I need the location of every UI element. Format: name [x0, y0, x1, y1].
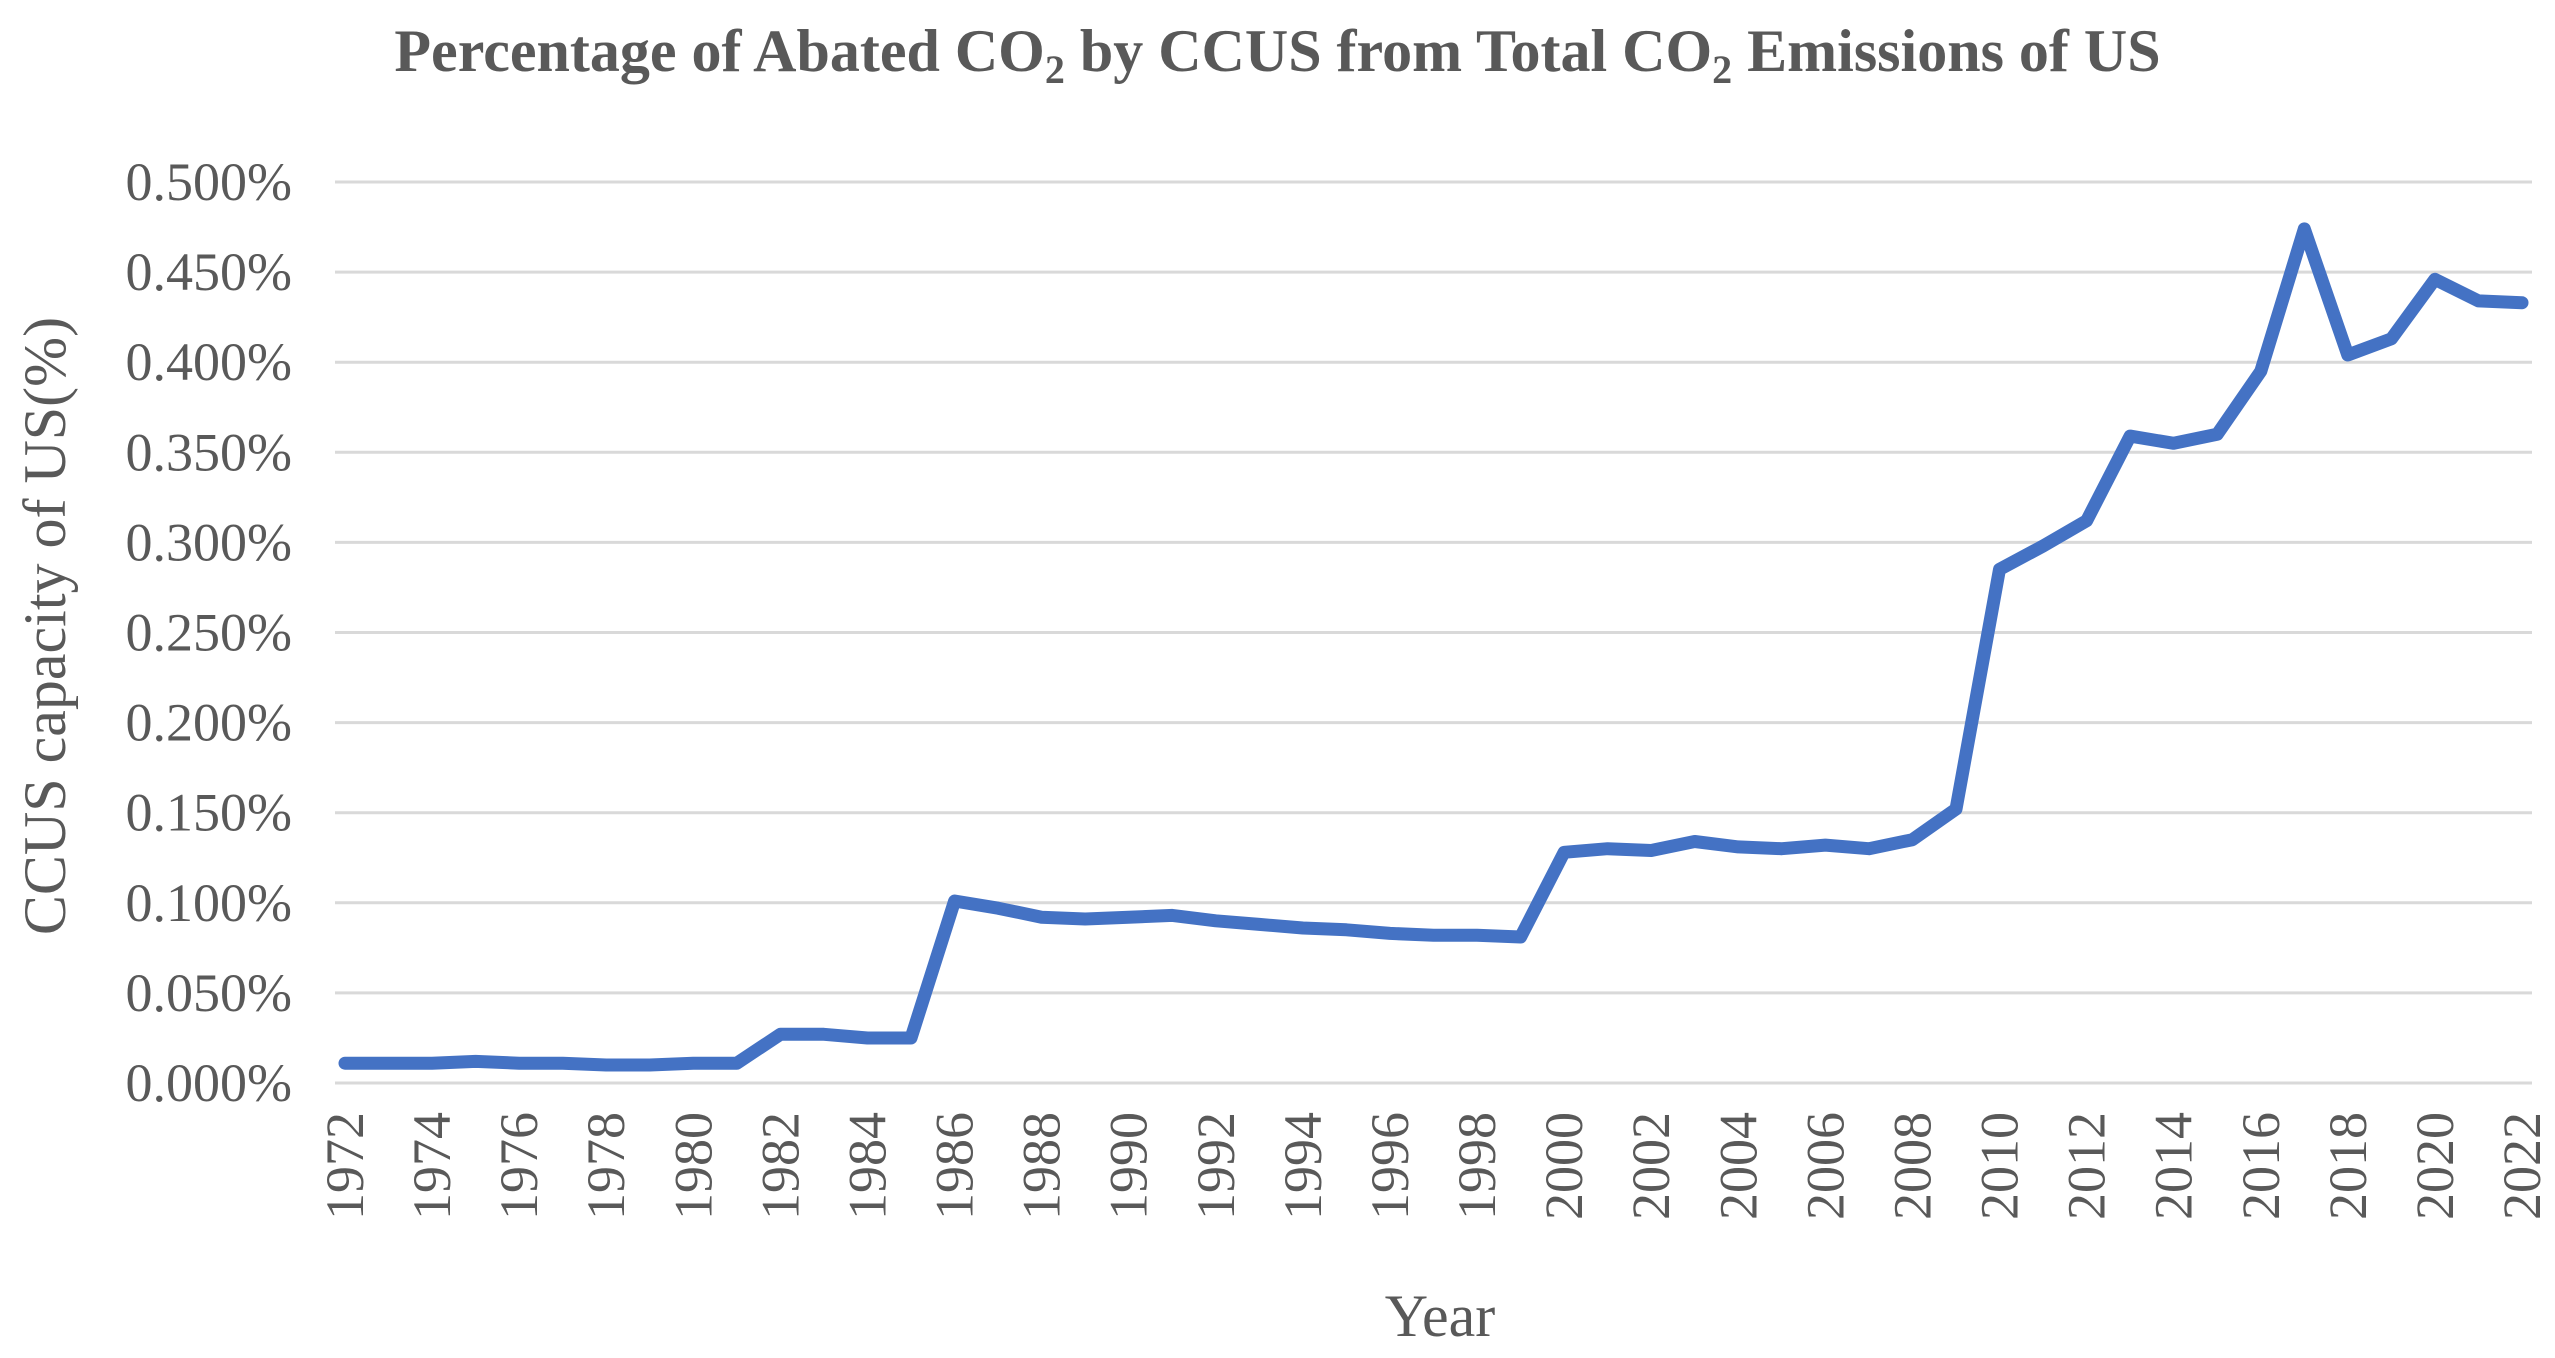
y-tick-label: 0.450% [126, 242, 292, 302]
x-tick-label: 1990 [1099, 1112, 1159, 1220]
x-tick-label: 1972 [315, 1112, 375, 1220]
y-tick-label: 0.350% [126, 422, 292, 482]
x-axis-title: Year [1385, 1283, 1496, 1349]
y-tick-label: 0.050% [126, 963, 292, 1023]
x-tick-label: 2022 [2492, 1112, 2552, 1220]
chart-title-part3: Emissions of US [1732, 18, 2161, 84]
x-tick-label: 1978 [576, 1112, 636, 1220]
y-tick-label: 0.000% [126, 1053, 292, 1113]
y-axis-title: CCUS capacity of US(%) [12, 317, 78, 935]
x-tick-label: 2010 [1970, 1112, 2030, 1220]
y-tick-label: 0.100% [126, 873, 292, 933]
x-axis-tick-labels: 1972 1974 1976 1978 1980 1982 1984 1986 1988 1990… [315, 1112, 2552, 1220]
series-layer [338, 222, 2529, 1072]
x-tick-label: 2000 [1534, 1112, 1594, 1220]
x-tick-label: 2004 [1708, 1112, 1768, 1220]
x-tick-label: 2016 [2231, 1112, 2291, 1220]
x-tick-label: 1974 [402, 1112, 462, 1220]
x-tick-label: 1994 [1273, 1112, 1333, 1220]
y-tick-label: 0.150% [126, 783, 292, 843]
x-tick-label: 1996 [1360, 1112, 1420, 1220]
chart-title-part1: Percentage of Abated CO [394, 18, 1045, 84]
chart-title-sub1: 2 [1044, 47, 1065, 92]
chart-title-sub2: 2 [1712, 47, 1733, 92]
x-tick-label: 1998 [1447, 1112, 1507, 1220]
y-tick-label: 0.500% [126, 152, 292, 212]
y-tick-label: 0.200% [126, 693, 292, 753]
x-tick-label: 2006 [1795, 1112, 1855, 1220]
y-tick-label: 0.400% [126, 332, 292, 392]
series-line [338, 222, 2529, 1072]
x-tick-label: 1988 [1012, 1112, 1072, 1220]
x-tick-label: 1982 [750, 1112, 810, 1220]
x-tick-label: 1980 [663, 1112, 723, 1220]
x-tick-label: 2020 [2405, 1112, 2465, 1220]
x-tick-label: 1986 [925, 1112, 985, 1220]
x-tick-label: 1984 [837, 1112, 897, 1220]
x-tick-label: 2018 [2318, 1112, 2378, 1220]
x-tick-label: 1976 [489, 1112, 549, 1220]
x-tick-label: 1992 [1186, 1112, 1246, 1220]
x-tick-label: 2002 [1621, 1112, 1681, 1220]
x-tick-label: 2012 [2057, 1112, 2117, 1220]
y-tick-label: 0.300% [126, 512, 292, 572]
y-tick-label: 0.250% [126, 603, 292, 663]
y-axis-tick-labels: 0.000% 0.050% 0.100% 0.150% 0.200% 0.250% 0.30… [126, 152, 292, 1113]
chart-title-part2: by CCUS from Total CO [1064, 18, 1713, 84]
x-tick-label: 2014 [2144, 1112, 2204, 1220]
gridlines [335, 180, 2532, 1085]
chart-title: Percentage of Abated CO2 by CCUS from To… [0, 18, 2555, 92]
x-tick-label: 2008 [1882, 1112, 1942, 1220]
